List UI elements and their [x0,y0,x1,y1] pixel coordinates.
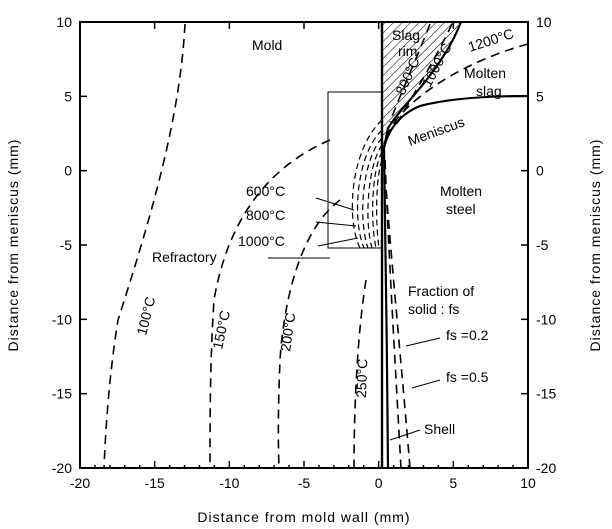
x-tick-label: -20 [70,475,90,491]
isotherm-label-250: 250°C [353,358,370,398]
label-molten-steel-1: Molten [440,183,482,199]
isotherm-800-slag [389,23,431,123]
x-tick-label: -5 [298,475,311,491]
isotherm-label-800: 800°C [246,207,285,223]
label-fs-02: fs =0.2 [446,327,489,343]
y-tick-label-right: -15 [536,386,556,402]
refractory-isotherm [356,129,383,249]
y-tick-label-left: -5 [60,237,73,253]
label-slag-rim-2: rim [398,43,417,59]
isotherm-label-100: 100°C [133,295,158,337]
refractory-isotherm [351,119,383,249]
label-meniscus: Meniscus [406,114,467,149]
leader-800 [315,221,357,227]
y-axis-title-left: Distance from meniscus (mm) [5,139,21,352]
label-fraction-2: solid : fs [408,301,459,317]
y-tick-label-left: 0 [64,163,72,179]
leader-fs05 [411,379,441,389]
label-molten-slag-2: slag [476,83,502,99]
y-tick-label-left: -20 [52,460,72,476]
isotherm-label-1000: 1000°C [238,233,285,249]
y-tick-label-right: 10 [536,14,552,30]
label-shell: Shell [424,421,455,437]
x-tick-label: -10 [219,475,239,491]
refractory-isotherm [367,144,383,249]
y-tick-label-left: -10 [52,311,72,327]
label-fs-05: fs =0.5 [446,369,489,385]
isotherm-200 [277,199,341,469]
slag-rim-boundary [382,21,463,149]
leader-600 [315,197,355,211]
label-molten-slag-1: Molten [464,65,506,81]
x-tick-label: 0 [375,475,383,491]
plot-frame [79,21,529,469]
isotherm-1000-slag [395,23,453,126]
label-fraction-1: Fraction of [408,283,474,299]
axis-ticks: -20 -15 -10 -5 0 5 10 10 10 5 5 0 0 -5 -5 -10 -10 -15 -15 -… [52,14,557,491]
x-tick-label: 5 [449,475,457,491]
x-axis-title: Distance from mold wall (mm) [197,509,410,525]
refractory-isotherm [372,151,383,249]
isotherm-label-200: 200°C [277,311,298,352]
refractory-isotherm [362,137,383,249]
y-axis-title-right: Distance from meniscus (mm) [587,139,603,352]
y-tick-label-right: -5 [536,237,549,253]
label-slag-rim-1: Slag [392,27,420,43]
y-tick-label-right: 5 [536,88,544,104]
y-tick-label-left: 10 [56,14,72,30]
refractory-box [327,91,383,249]
leader-fs02 [405,337,441,347]
label-molten-steel-2: steel [446,201,476,217]
y-tick-label-right: -20 [536,460,556,476]
y-tick-label-right: -10 [536,311,556,327]
label-refractory: Refractory [152,249,217,265]
meniscus-curve [382,94,529,149]
fs-05-line [384,174,411,469]
isotherm-150 [209,139,331,469]
fs-02-line [384,159,402,469]
isotherm-label-600: 600°C [246,183,285,199]
y-tick-label-left: 5 [64,88,72,104]
leader-shell [389,429,421,441]
y-tick-label-right: 0 [536,163,544,179]
shell-line [382,147,390,469]
leader-1000 [317,237,359,247]
isotherm-250 [353,279,367,469]
isotherm-label-150: 150°C [209,309,233,351]
x-tick-label: -15 [145,475,165,491]
isotherm-100 [103,23,186,469]
label-mold: Mold [252,37,282,53]
x-tick-label: 10 [520,475,536,491]
y-tick-label-left: -15 [52,386,72,402]
